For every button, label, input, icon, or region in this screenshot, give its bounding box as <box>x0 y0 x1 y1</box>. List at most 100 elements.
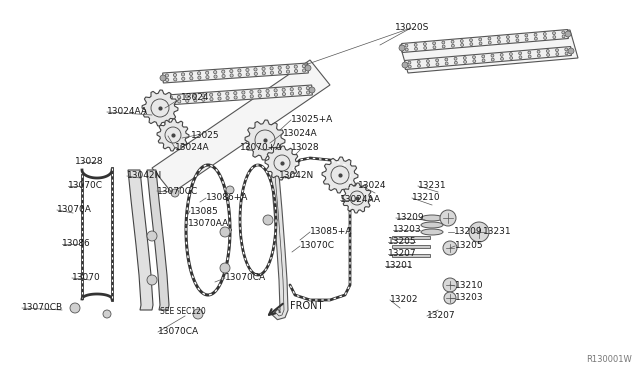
Text: 13085+A: 13085+A <box>310 228 353 237</box>
Circle shape <box>473 60 476 62</box>
Text: 13042N: 13042N <box>279 171 314 180</box>
Text: 13203: 13203 <box>455 294 484 302</box>
Circle shape <box>556 49 559 52</box>
Text: 13207: 13207 <box>427 311 456 321</box>
Polygon shape <box>271 175 288 320</box>
Bar <box>392 245 430 248</box>
Circle shape <box>516 39 519 42</box>
Circle shape <box>424 46 427 49</box>
Circle shape <box>262 72 266 75</box>
Circle shape <box>218 97 221 100</box>
Circle shape <box>307 91 310 94</box>
Circle shape <box>282 88 285 92</box>
Polygon shape <box>147 170 169 310</box>
Text: 13209: 13209 <box>454 228 483 237</box>
Circle shape <box>209 93 212 96</box>
Circle shape <box>258 94 261 97</box>
Circle shape <box>294 65 298 68</box>
Circle shape <box>210 97 213 101</box>
Circle shape <box>270 67 273 70</box>
Circle shape <box>534 33 537 36</box>
Circle shape <box>302 64 305 68</box>
Circle shape <box>266 94 269 97</box>
Circle shape <box>442 45 445 48</box>
Circle shape <box>565 31 571 37</box>
Circle shape <box>226 186 234 194</box>
Circle shape <box>169 96 172 99</box>
Circle shape <box>226 92 229 95</box>
Polygon shape <box>404 46 572 70</box>
Circle shape <box>198 72 201 75</box>
Circle shape <box>451 40 454 43</box>
Text: 13070CA: 13070CA <box>158 327 199 337</box>
Circle shape <box>399 45 405 51</box>
Circle shape <box>443 278 457 292</box>
Text: 13024A: 13024A <box>283 128 317 138</box>
Circle shape <box>222 74 225 78</box>
Circle shape <box>537 50 540 53</box>
Circle shape <box>405 48 408 51</box>
Circle shape <box>543 32 546 35</box>
Circle shape <box>165 74 168 77</box>
Text: 13086+A: 13086+A <box>206 193 248 202</box>
Circle shape <box>497 36 500 39</box>
Text: 13020S: 13020S <box>395 23 429 32</box>
Circle shape <box>440 210 456 226</box>
Circle shape <box>547 49 549 52</box>
Text: 13024: 13024 <box>358 182 387 190</box>
Text: 13210: 13210 <box>455 282 484 291</box>
Circle shape <box>254 72 257 76</box>
Text: 13070CC: 13070CC <box>157 186 198 196</box>
Circle shape <box>189 72 193 76</box>
Circle shape <box>454 57 457 60</box>
Circle shape <box>147 275 157 285</box>
Circle shape <box>482 55 484 58</box>
Circle shape <box>469 222 489 242</box>
Circle shape <box>543 36 547 39</box>
Text: 13024AA: 13024AA <box>340 196 381 205</box>
Polygon shape <box>166 85 312 105</box>
Circle shape <box>250 90 253 94</box>
Text: 13231: 13231 <box>483 228 511 237</box>
Circle shape <box>427 64 429 67</box>
Circle shape <box>565 52 568 55</box>
Circle shape <box>552 32 556 35</box>
Circle shape <box>238 73 241 77</box>
Circle shape <box>405 44 408 47</box>
Circle shape <box>194 99 197 102</box>
Circle shape <box>519 56 522 59</box>
Circle shape <box>470 39 472 42</box>
Text: 13024: 13024 <box>181 93 209 103</box>
Polygon shape <box>128 170 153 310</box>
Circle shape <box>454 61 458 64</box>
Circle shape <box>202 98 205 101</box>
Circle shape <box>164 97 170 103</box>
Circle shape <box>298 87 301 90</box>
Circle shape <box>444 292 456 304</box>
Circle shape <box>266 89 269 93</box>
Circle shape <box>491 54 494 57</box>
Circle shape <box>417 60 420 63</box>
Text: 13028: 13028 <box>291 144 319 153</box>
Circle shape <box>286 65 289 69</box>
Text: 13205: 13205 <box>388 237 417 247</box>
Circle shape <box>270 71 273 74</box>
Circle shape <box>463 61 467 63</box>
Text: 13025: 13025 <box>191 131 220 140</box>
Text: 13070AA: 13070AA <box>188 219 229 228</box>
Circle shape <box>250 95 253 98</box>
Circle shape <box>189 77 193 80</box>
Circle shape <box>198 76 201 79</box>
Text: 13070A: 13070A <box>57 205 92 215</box>
Circle shape <box>500 54 503 56</box>
Text: 13201: 13201 <box>385 262 413 270</box>
Text: 13202: 13202 <box>390 295 419 305</box>
Circle shape <box>509 53 513 55</box>
Circle shape <box>516 35 518 38</box>
Text: 13205: 13205 <box>455 241 484 250</box>
Circle shape <box>263 215 273 225</box>
Polygon shape <box>163 63 308 83</box>
Circle shape <box>553 36 556 39</box>
Circle shape <box>171 189 179 197</box>
Text: 13024A: 13024A <box>175 144 210 153</box>
